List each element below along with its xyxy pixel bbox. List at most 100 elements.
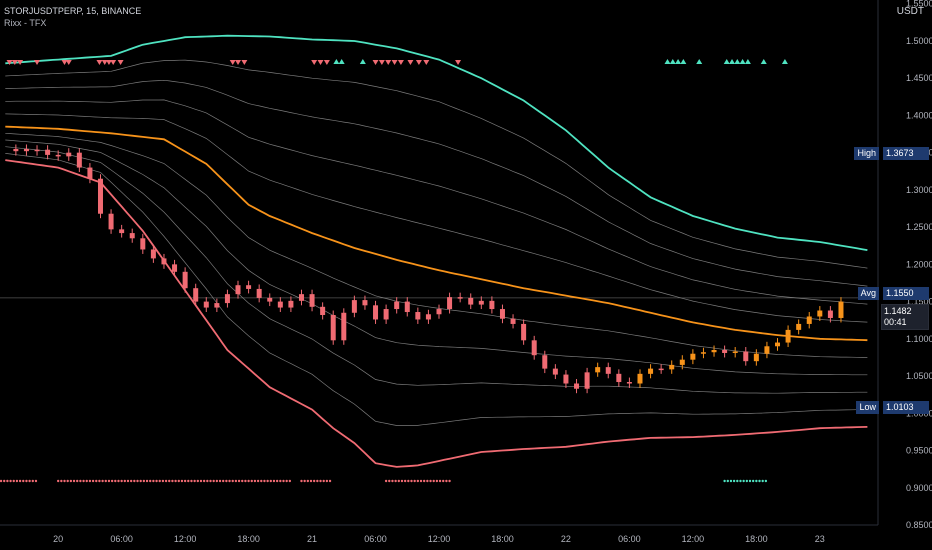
red-dot [193, 479, 196, 483]
last-price: 1.1482 [884, 306, 912, 316]
candle-body [66, 152, 72, 157]
candle-body [510, 318, 516, 324]
avg-label: Avg [857, 287, 879, 300]
y-tick-label: 1.0500 [906, 371, 932, 381]
candle-body [45, 149, 51, 155]
red-dot [306, 479, 310, 483]
sell-signal-marker [110, 60, 117, 65]
candle-body [648, 368, 654, 374]
y-tick-label: 1.4500 [906, 73, 932, 83]
red-dot [164, 479, 168, 483]
x-tick-label: 06:00 [618, 534, 641, 544]
red-dot [0, 479, 3, 483]
candle-body [806, 316, 812, 324]
candle-body [722, 350, 728, 353]
candle-body [373, 305, 379, 320]
candle-body [214, 303, 220, 308]
candle-body [489, 300, 495, 310]
sell-signal-marker [455, 60, 462, 65]
x-tick-label: 22 [561, 534, 571, 544]
candle-body [605, 367, 611, 374]
red-dot [18, 479, 22, 483]
red-dot [34, 479, 38, 483]
red-dot [400, 479, 404, 483]
symbol-title: STORJUSDTPERP, 15, BINANCE [4, 6, 142, 16]
candle-body [288, 300, 294, 308]
inner-band-lower-2 [5, 139, 868, 376]
red-dot [322, 479, 325, 483]
red-dot [136, 479, 139, 483]
sell-signal-marker [423, 60, 430, 65]
x-tick-label: 12:00 [428, 534, 451, 544]
red-dot [435, 479, 439, 483]
inner-band-lower-3 [5, 146, 868, 394]
red-dot [202, 479, 206, 483]
inner-band-upper-4 [5, 59, 868, 269]
red-dot [410, 479, 413, 483]
candle-body [256, 288, 262, 298]
red-dot [95, 479, 98, 483]
buy-signal-marker [734, 59, 741, 64]
x-tick-label: 18:00 [745, 534, 768, 544]
y-tick-label: 1.2000 [906, 259, 932, 269]
red-dot [244, 479, 247, 483]
candle-body [235, 285, 241, 295]
red-dot [303, 479, 306, 483]
x-tick-label: 06:00 [364, 534, 387, 544]
red-dot [6, 479, 9, 483]
candle-body [267, 297, 273, 302]
buy-signal-marker [675, 59, 682, 64]
red-dot [256, 479, 260, 483]
candle-body [732, 351, 738, 353]
candle-body [23, 148, 29, 152]
candle-body [415, 312, 421, 320]
red-dot [445, 479, 448, 483]
red-dot [63, 479, 66, 483]
y-tick-label: 1.1500 [906, 297, 932, 307]
x-tick-label: 21 [307, 534, 317, 544]
sell-signal-marker [34, 60, 41, 65]
sell-signal-marker [229, 60, 236, 65]
red-dot [282, 479, 285, 483]
red-dot [82, 479, 85, 483]
high-label: High [854, 147, 879, 160]
candle-body [447, 297, 453, 310]
red-dot [123, 479, 127, 483]
candle-body [785, 329, 791, 343]
red-dot [312, 479, 316, 483]
red-dot [91, 479, 95, 483]
teal-dot [726, 479, 729, 483]
red-dot [15, 479, 19, 483]
red-dot [196, 479, 200, 483]
sell-signal-marker [415, 60, 422, 65]
candle-body [224, 294, 230, 304]
candle-body [468, 297, 474, 305]
red-dot [117, 479, 120, 483]
red-dot [60, 479, 63, 483]
candle-body [330, 315, 336, 341]
red-dot [206, 479, 209, 483]
red-dot [237, 479, 241, 483]
y-tick-label: 1.5500 [906, 0, 932, 9]
red-dot [158, 479, 161, 483]
x-tick-label: 18:00 [237, 534, 260, 544]
candle-body [669, 364, 675, 370]
teal-dot [732, 479, 736, 483]
candle-body [87, 167, 93, 179]
candle-body [320, 306, 326, 315]
red-dot [438, 479, 442, 483]
red-dot [171, 479, 174, 483]
buy-signal-marker [680, 59, 687, 64]
x-tick-label: 23 [815, 534, 825, 544]
red-dot [9, 479, 12, 483]
candle-body [679, 359, 685, 365]
red-dot [263, 479, 266, 483]
high-value: 1.3673 [883, 147, 929, 160]
teal-dot [755, 479, 758, 483]
x-tick-label: 12:00 [174, 534, 197, 544]
buy-signal-marker [739, 59, 746, 64]
red-dot [325, 479, 329, 483]
x-tick-label: 20 [53, 534, 63, 544]
buy-signal-marker [359, 59, 366, 64]
